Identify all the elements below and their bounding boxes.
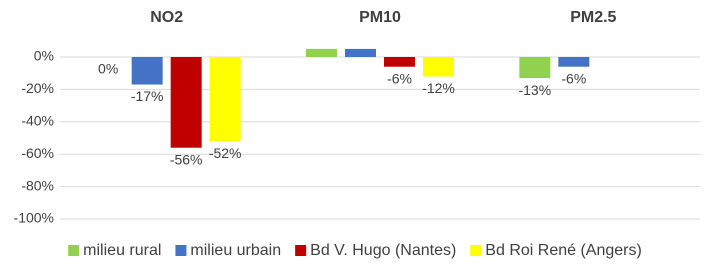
category-label: NO2: [150, 9, 183, 26]
bar: [209, 57, 241, 142]
y-tick-label: -80%: [21, 177, 54, 193]
bar: [423, 57, 454, 77]
legend-swatch: [175, 245, 187, 256]
bar: [345, 48, 376, 57]
data-label: -17%: [131, 88, 164, 104]
bar: [170, 57, 202, 148]
data-label: -6%: [387, 70, 412, 86]
category-label: PM2.5: [570, 9, 616, 26]
bar: [131, 57, 163, 85]
legend-label: Bd Roi René (Angers): [485, 242, 642, 259]
legend-swatch: [68, 245, 80, 256]
bar: [519, 57, 551, 79]
data-label: -12%: [422, 80, 455, 96]
legend-label: milieu urbain: [190, 242, 281, 259]
bar: [384, 57, 415, 67]
legend-label: milieu rural: [83, 242, 161, 259]
data-label: -56%: [170, 151, 203, 167]
bar: [306, 48, 337, 57]
y-tick-label: 0%: [34, 48, 54, 64]
data-label: -52%: [209, 145, 242, 161]
data-label: -13%: [518, 82, 551, 98]
legend-swatch: [470, 245, 482, 256]
category-label: PM10: [359, 9, 401, 26]
y-tick-label: -60%: [21, 145, 54, 161]
legend-swatch: [295, 245, 307, 256]
y-tick-label: -100%: [14, 210, 54, 226]
bar: [558, 57, 590, 67]
y-tick-label: -20%: [21, 80, 54, 96]
data-label: 0%: [98, 61, 118, 77]
data-label: -6%: [561, 70, 586, 86]
legend-label: Bd V. Hugo (Nantes): [310, 242, 456, 259]
y-tick-label: -40%: [21, 113, 54, 129]
